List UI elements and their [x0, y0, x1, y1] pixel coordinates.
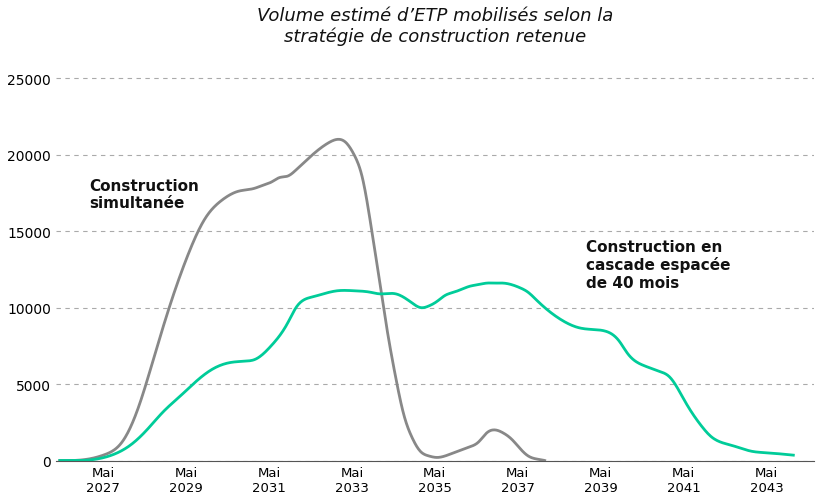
- Text: Construction en
cascade espacée
de 40 mois: Construction en cascade espacée de 40 mo…: [586, 239, 731, 290]
- Title: Volume estimé d’ETP mobilisés selon la
stratégie de construction retenue: Volume estimé d’ETP mobilisés selon la s…: [257, 7, 613, 46]
- Text: Construction
simultanée: Construction simultanée: [89, 178, 199, 210]
